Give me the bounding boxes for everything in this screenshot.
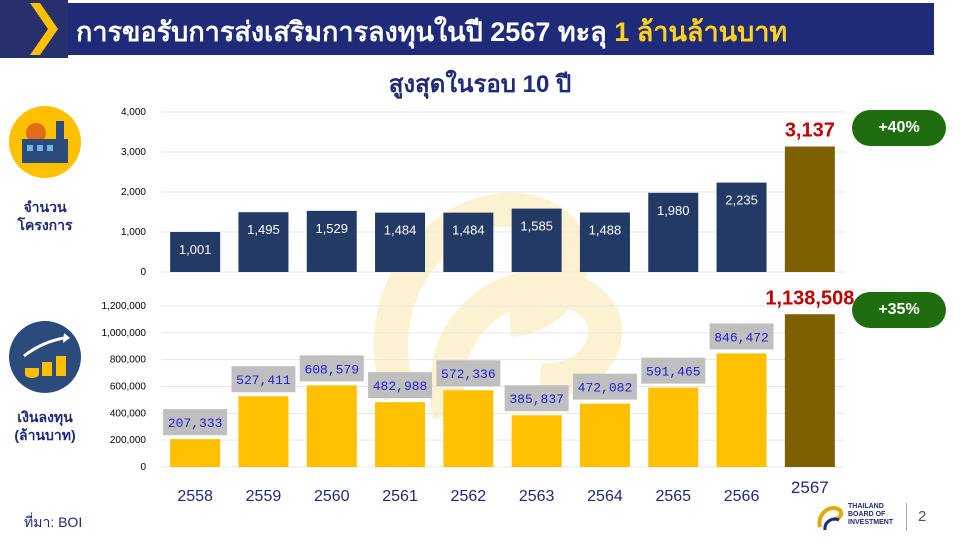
investment-bar xyxy=(579,403,630,467)
investment-ytick: 200,000 xyxy=(110,435,147,446)
projects-bar xyxy=(170,231,221,272)
investment-value-label: 1,138,508 xyxy=(765,287,854,309)
title-highlight: 1 ล้านล้านบาท xyxy=(614,17,788,47)
investment-value-box xyxy=(641,357,706,384)
projects-value-label: 1,585 xyxy=(520,219,553,234)
investment-label-line1: เงินลงทุน xyxy=(17,409,73,425)
investment-ytick: 1,200,000 xyxy=(102,301,147,312)
investment-growth-badge: +35% xyxy=(852,292,946,328)
investment-value-label: 572,336 xyxy=(441,367,496,382)
investment-value-label: 472,082 xyxy=(578,381,633,396)
title-bar: การขอรับการส่งเสริมการลงทุนในปี 2567 ทะล… xyxy=(0,0,960,58)
logo-line2: BOARD OF xyxy=(848,511,886,518)
logo-line3: INVESTMENT xyxy=(848,519,894,526)
investment-bar xyxy=(238,396,289,467)
projects-bar xyxy=(579,212,630,272)
investment-value-label: 846,472 xyxy=(714,330,769,345)
projects-bar xyxy=(443,212,494,272)
projects-growth-badge: +40% xyxy=(852,110,946,146)
investment-label: เงินลงทุน (ล้านบาท) xyxy=(0,408,90,444)
projects-ytick: 4,000 xyxy=(121,107,146,118)
investment-value-box xyxy=(231,366,296,393)
year-label: 2565 xyxy=(655,488,691,505)
investment-value-box xyxy=(368,372,433,399)
factory-icon xyxy=(9,106,81,178)
investment-bar xyxy=(648,387,699,467)
investment-ytick: 800,000 xyxy=(110,355,147,366)
title-main: การขอรับการส่งเสริมการลงทุนในปี 2567 ทะล… xyxy=(76,17,607,47)
investment-value-label: 608,579 xyxy=(304,362,359,377)
page-subtitle: สูงสุดในรอบ 10 ปี xyxy=(388,71,572,98)
projects-ytick: 1,000 xyxy=(121,227,146,238)
investment-ytick: 400,000 xyxy=(110,408,147,419)
year-label: 2567 xyxy=(791,478,829,497)
investment-label-line2: (ล้านบาท) xyxy=(14,427,76,443)
investment-value-label: 591,465 xyxy=(646,365,701,380)
projects-ytick: 2,000 xyxy=(121,187,146,198)
projects-bar xyxy=(238,212,289,272)
projects-ytick: 3,000 xyxy=(121,147,146,158)
investment-value-box xyxy=(436,360,501,387)
projects-value-label: 1,001 xyxy=(179,242,212,257)
projects-value-label: 1,495 xyxy=(247,222,280,237)
investment-value-box xyxy=(709,323,774,350)
projects-bar xyxy=(306,210,357,272)
investment-value-label: 527,411 xyxy=(236,373,291,388)
projects-value-label: 1,484 xyxy=(452,223,485,238)
footer-divider xyxy=(906,503,907,531)
projects-bar xyxy=(511,208,562,272)
projects-value-label: 1,529 xyxy=(315,221,348,236)
projects-bar xyxy=(375,212,426,272)
investment-ytick: 600,000 xyxy=(110,382,147,393)
title-band xyxy=(68,3,934,55)
investment-bar xyxy=(306,385,357,467)
projects-value-label: 2,235 xyxy=(725,193,758,208)
projects-value-label: 1,980 xyxy=(657,203,690,218)
investment-bar xyxy=(443,390,494,467)
year-label: 2566 xyxy=(724,488,760,505)
projects-label-line2: โครงการ xyxy=(17,217,73,233)
investment-ytick: 0 xyxy=(140,462,146,473)
year-label: 2558 xyxy=(177,488,213,505)
investment-value-label: 207,333 xyxy=(168,416,223,431)
projects-label: จำนวน โครงการ xyxy=(0,198,90,234)
investment-bar xyxy=(716,353,767,467)
projects-label-line1: จำนวน xyxy=(23,199,67,215)
investment-ytick: 1,000,000 xyxy=(102,328,147,339)
page-title: การขอรับการส่งเสริมการลงทุนในปี 2567 ทะล… xyxy=(76,10,787,53)
projects-ytick: 0 xyxy=(140,267,146,278)
page-number: 2 xyxy=(918,508,927,525)
investment-value-box xyxy=(504,385,569,412)
year-label: 2562 xyxy=(451,488,487,505)
boi-logo-icon xyxy=(817,506,844,531)
investment-growth-icon xyxy=(9,321,81,393)
projects-bar xyxy=(716,182,767,272)
boi-logo-text: THAILAND BOARD OF INVESTMENT xyxy=(848,503,893,527)
year-label: 2561 xyxy=(382,488,418,505)
projects-bar xyxy=(648,192,699,272)
investment-bar xyxy=(784,314,835,467)
year-label: 2560 xyxy=(314,488,350,505)
investment-bar xyxy=(170,439,221,467)
chevron-right-icon xyxy=(30,3,58,55)
investment-value-box xyxy=(163,409,228,436)
investment-bar xyxy=(375,402,426,467)
investment-value-box xyxy=(299,355,364,382)
investment-value-box xyxy=(572,373,637,400)
projects-value-label: 3,137 xyxy=(785,120,835,142)
projects-bar xyxy=(784,146,835,272)
year-label: 2563 xyxy=(519,488,555,505)
source-note: ที่มา: BOI xyxy=(24,514,83,530)
projects-value-label: 1,484 xyxy=(384,223,417,238)
year-label: 2564 xyxy=(587,488,623,505)
year-label: 2559 xyxy=(246,488,282,505)
investment-value-label: 482,988 xyxy=(373,379,428,394)
projects-value-label: 1,488 xyxy=(589,222,622,237)
investment-value-label: 385,837 xyxy=(509,392,564,407)
investment-bar xyxy=(511,415,562,467)
logo-line1: THAILAND xyxy=(848,503,884,510)
